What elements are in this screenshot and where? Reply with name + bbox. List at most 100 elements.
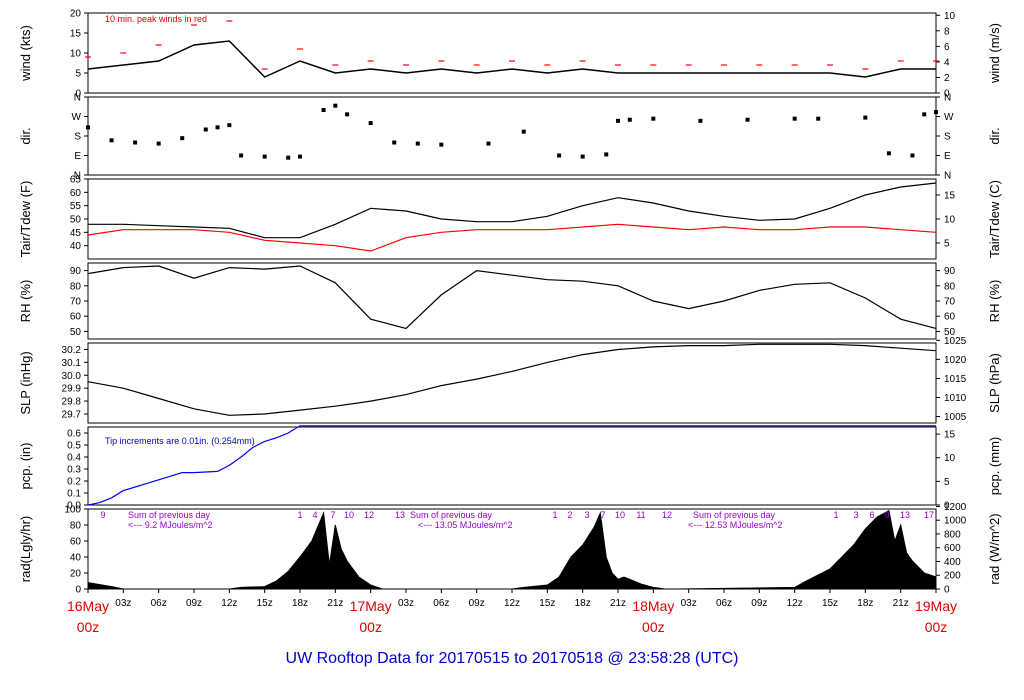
x-hour-label: 21z: [327, 598, 343, 609]
slp-ytick-label-right: 1025: [944, 336, 967, 347]
dir-point: [133, 140, 138, 145]
wind-ytick-label-right: 8: [944, 26, 950, 37]
dir-point: [86, 125, 90, 130]
dir-point: [239, 153, 244, 158]
pcp-ytick-label: 0.2: [67, 477, 81, 488]
tair_tdew-ytick-label-right: 15: [944, 190, 956, 201]
dir-point: [698, 118, 703, 123]
dir-ytick-label-right: N: [944, 93, 951, 104]
tair_tdew-ytick-label: 65: [70, 175, 82, 186]
pcp-ylabel: pcp. (in): [18, 443, 33, 490]
rh-ylabel: RH (%): [18, 280, 33, 323]
x-hour-label: 18z: [292, 598, 308, 609]
rad-daily-note: Sum of previous day: [410, 510, 493, 520]
dir-point: [651, 116, 656, 121]
dir-point: [863, 115, 868, 120]
rad-hour-mark: 6: [869, 510, 874, 520]
rad-ytick-label: 80: [70, 521, 82, 532]
rad-hour-mark: 11: [636, 510, 645, 520]
pcp-ytick-label: 0.4: [67, 453, 81, 464]
rad-hour-mark: 13: [900, 510, 910, 520]
pcp-annotation: Tip increments are 0.01in. (0.254mm): [105, 436, 255, 446]
dir-point: [180, 136, 185, 141]
dir-point: [262, 154, 267, 159]
dir-point: [203, 127, 208, 132]
tair_tdew-ytick-label: 45: [70, 228, 82, 239]
slp-ytick-label-right: 1015: [944, 374, 967, 385]
wind-ylabel: wind (kts): [18, 25, 33, 82]
slp-ytick-label: 30.2: [62, 345, 82, 356]
wind-ytick-label-right: 2: [944, 73, 950, 84]
pcp-ytick-label-right: 15: [944, 430, 956, 441]
pcp-frame: [87, 426, 937, 506]
dir-frame: [87, 96, 937, 176]
rad-ytick-label: 60: [70, 537, 82, 548]
rad-hour-mark: 1: [833, 510, 838, 520]
wind-ytick-label-right: 10: [944, 11, 956, 22]
tair-line: [88, 182, 937, 239]
dir-ytick-label-right: N: [944, 171, 951, 182]
rad-daily-note: <--- 13.05 MJoules/m^2: [418, 520, 513, 530]
x-hour-label: 21z: [610, 598, 626, 609]
rh-ytick-label-right: 90: [944, 266, 956, 277]
dir-point: [580, 154, 585, 159]
rad-ytick-label: 100: [64, 505, 81, 516]
rad-ytick-label: 20: [70, 569, 82, 580]
pcp-ytick-label-right: 10: [944, 453, 956, 464]
wind-ytick-label-right: 4: [944, 57, 950, 68]
rh-ytick-label: 70: [70, 297, 82, 308]
dir-ytick-label: E: [74, 151, 81, 162]
rad-daily-note: <--- 9.2 MJoules/m^2: [128, 520, 213, 530]
dir-point: [521, 129, 526, 134]
dir-point: [333, 103, 338, 108]
dir-point: [286, 155, 291, 160]
rad-hour-mark: 12: [364, 510, 374, 520]
slp-ylabel-right: SLP (hPa): [987, 353, 1002, 413]
x-day-label: 19May: [915, 598, 957, 614]
dir-ylabel-right: dir.: [987, 127, 1002, 144]
x-hour-label: 03z: [398, 598, 414, 609]
dir-ytick-label: N: [74, 171, 81, 182]
slp-line: [87, 343, 937, 416]
dir-ytick-label-right: E: [944, 151, 951, 162]
rad-hour-mark: 13: [395, 510, 405, 520]
rh-ytick-label-right: 50: [944, 327, 956, 338]
dir-ytick-label-right: W: [944, 112, 954, 123]
x-hour-label: 06z: [433, 598, 449, 609]
x-hour-label: 12z: [787, 598, 803, 609]
slp-ytick-label-right: 1020: [944, 355, 967, 366]
rad-hour-mark: 7: [330, 510, 335, 520]
slp-ytick-label: 29.8: [62, 397, 82, 408]
rad-ytick-label-right: 600: [944, 543, 961, 554]
wind-speed-line: [87, 40, 936, 78]
dir-point: [368, 121, 373, 125]
tair_tdew-ytick-label: 55: [70, 201, 82, 212]
x-hour-label: 18z: [857, 598, 873, 609]
rh-ytick-label: 80: [70, 281, 82, 292]
rad-hour-mark: 2: [567, 510, 572, 520]
tair_tdew-ylabel: Tair/Tdew (F): [18, 181, 33, 258]
x-hour-label: 21z: [893, 598, 909, 609]
pcp-ytick-label-right: 0: [944, 501, 950, 512]
rh-ytick-label-right: 80: [944, 281, 956, 292]
x-hour-label: 03z: [681, 598, 697, 609]
tdew-line: [87, 223, 937, 252]
x-hour-label: 03z: [115, 598, 131, 609]
dir-point: [345, 112, 350, 117]
dir-point: [227, 123, 232, 128]
slp-ytick-label: 30.1: [62, 358, 82, 369]
x-hour-label: 09z: [186, 598, 202, 609]
chart-title: UW Rooftop Data for 20170515 to 20170518…: [285, 650, 739, 667]
dir-point: [616, 118, 620, 123]
rad-hour-mark: 3: [584, 510, 589, 520]
rad-hour-mark: 3: [853, 510, 858, 520]
dir-point: [215, 125, 220, 130]
tair_tdew-ytick-label: 60: [70, 188, 82, 199]
slp-frame: [87, 342, 937, 424]
rh-ytick-label: 90: [70, 266, 82, 277]
x-day-hour-label: 00z: [359, 619, 382, 635]
pcp-ytick-label: 0.1: [67, 489, 81, 500]
rad-ytick-label: 40: [70, 553, 82, 564]
rad-ylabel-right: rad (W/m^2): [987, 513, 1002, 584]
